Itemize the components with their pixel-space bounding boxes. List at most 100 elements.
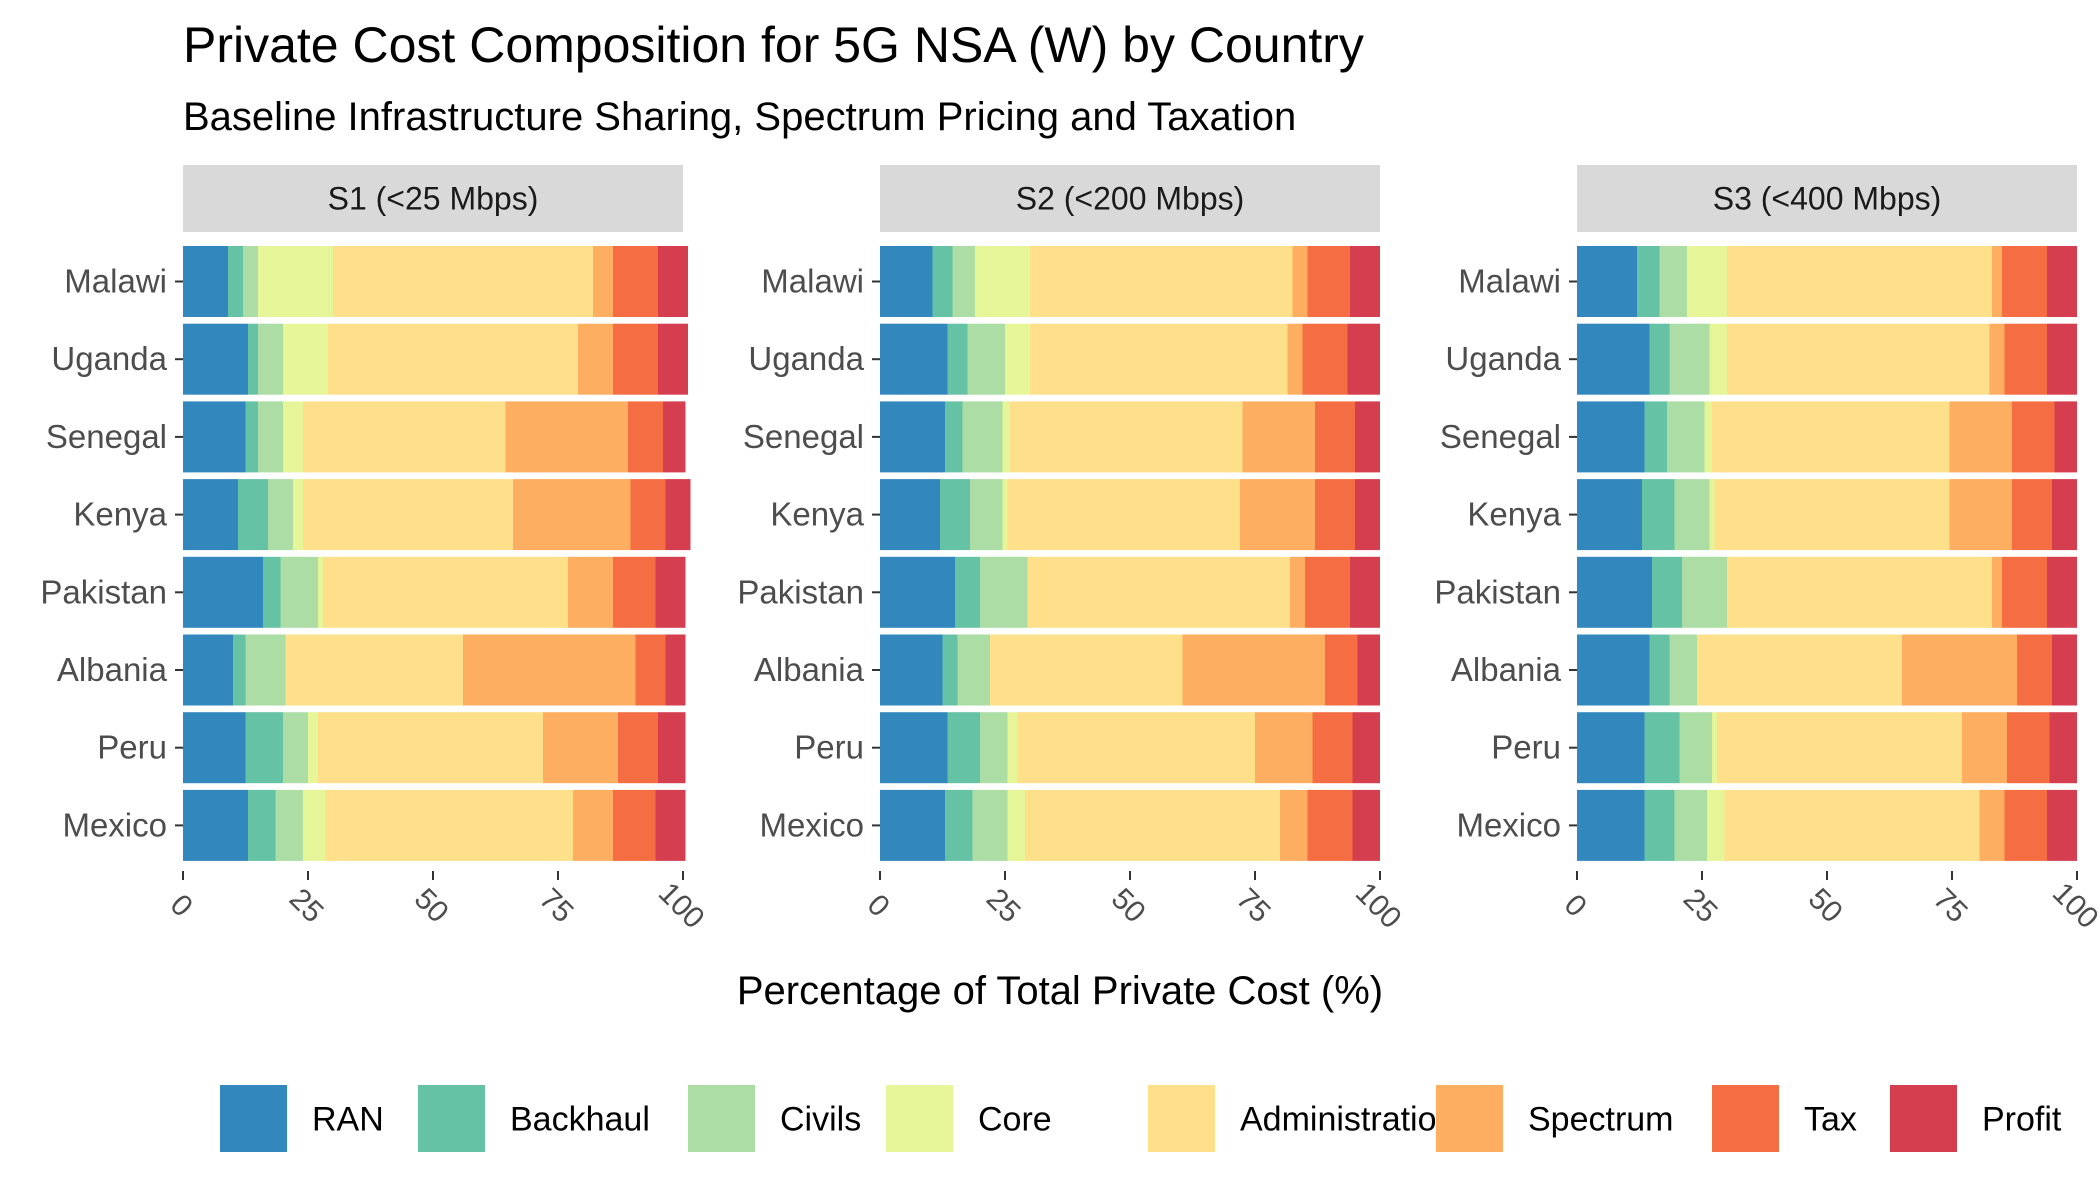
bar-segment-tax — [1305, 556, 1350, 628]
bar-segment-administration — [1714, 479, 1950, 551]
y-tick-label: Albania — [1451, 651, 1562, 688]
y-tick-label: Albania — [754, 651, 865, 688]
bar-segment-tax — [2002, 556, 2047, 628]
y-tick-label: Mexico — [759, 806, 864, 843]
legend-swatch — [418, 1085, 485, 1152]
bar-segment-core — [1704, 401, 1712, 473]
x-tick-label: 25 — [1677, 882, 1724, 929]
bar-segment-administration — [1712, 401, 1950, 473]
bar-segment-profit — [1357, 634, 1380, 706]
bar-segment-tax — [2007, 712, 2050, 784]
bar-segment-tax — [2012, 479, 2052, 551]
bar-segment-civils — [970, 479, 1003, 551]
legend-item-ran: RAN — [220, 1085, 384, 1152]
bar-segment-profit — [658, 246, 688, 317]
y-tick-label: Pakistan — [737, 573, 864, 610]
bar-segment-civils — [980, 712, 1008, 784]
facet-strip — [183, 165, 683, 232]
bar-segment-spectrum — [573, 789, 613, 861]
bar-segment-civils — [1669, 634, 1697, 706]
bar-segment-ran — [1577, 479, 1642, 551]
bar-segment-core — [293, 479, 303, 551]
y-tick-label: Albania — [57, 651, 168, 688]
bar-segment-backhaul — [1644, 401, 1667, 473]
bar-segment-profit — [1355, 401, 1380, 473]
facet-strip-label: S2 (<200 Mbps) — [1016, 181, 1245, 217]
legend-swatch — [886, 1085, 953, 1152]
bar-segment-profit — [658, 323, 688, 395]
bar-segment-backhaul — [1652, 556, 1682, 628]
bar-segment-backhaul — [263, 556, 281, 628]
bar-segment-civils — [1679, 712, 1712, 784]
bar-segment-backhaul — [1649, 634, 1670, 706]
y-tick-label: Uganda — [1445, 340, 1561, 377]
bar-segment-core — [1005, 323, 1030, 395]
bar-segment-tax — [613, 246, 658, 317]
bar-segment-profit — [2052, 634, 2077, 706]
bar-segment-profit — [2047, 246, 2077, 317]
legend-swatch — [1148, 1085, 1215, 1152]
legend-swatch — [1712, 1085, 1779, 1152]
bar-segment-ran — [183, 634, 233, 706]
bar-segment-spectrum — [1280, 789, 1308, 861]
panel-3: S3 (<400 Mbps) Malawi Uganda Senegal Kenya Pa… — [1434, 165, 2100, 935]
bar-segment-core — [1002, 479, 1008, 551]
x-tick-label: 100 — [1349, 876, 1408, 935]
y-tick-label: Uganda — [51, 340, 167, 377]
bar-segment-ran — [880, 556, 955, 628]
bar-segment-ran — [183, 246, 228, 317]
bar-segment-backhaul — [238, 479, 268, 551]
bar-segment-tax — [613, 789, 656, 861]
bar-segment-backhaul — [1637, 246, 1660, 317]
bar-segment-tax — [618, 712, 658, 784]
legend-label: Profit — [1982, 1101, 2062, 1139]
bar-segment-ran — [1577, 401, 1645, 473]
legend-label: Tax — [1804, 1101, 1857, 1139]
bar-segment-spectrum — [1902, 634, 2017, 706]
bar-segment-civils — [258, 401, 283, 473]
bar-segment-civils — [967, 323, 1005, 395]
bar-segment-core — [1687, 246, 1727, 317]
legend-label: RAN — [312, 1101, 384, 1139]
bar-segment-profit — [658, 712, 686, 784]
y-tick-label: Mexico — [62, 806, 167, 843]
bar-segment-spectrum — [1290, 556, 1305, 628]
bar-segment-profit — [2052, 479, 2077, 551]
bar-segment-ran — [1577, 556, 1652, 628]
bar-segment-spectrum — [1992, 246, 2002, 317]
bar-segment-ran — [183, 556, 263, 628]
bar-segment-tax — [2004, 789, 2047, 861]
facet-strip-label: S3 (<400 Mbps) — [1713, 181, 1942, 217]
y-tick-label: Malawi — [1458, 263, 1561, 300]
chart-title: Private Cost Composition for 5G NSA (W) … — [183, 17, 1364, 73]
bar-segment-backhaul — [947, 323, 968, 395]
bar-segment-backhaul — [1642, 479, 1675, 551]
bar-segment-spectrum — [1292, 246, 1308, 317]
bar-segment-ran — [183, 401, 246, 473]
bar-segment-administration — [325, 789, 573, 861]
legend-label: Spectrum — [1528, 1101, 1674, 1139]
bar-segment-civils — [957, 634, 990, 706]
bar-segment-profit — [2047, 323, 2077, 395]
bar-segment-backhaul — [1644, 789, 1675, 861]
bar-segment-backhaul — [245, 712, 283, 784]
legend-label: Civils — [780, 1101, 861, 1139]
x-tick-label: 100 — [2046, 876, 2100, 935]
y-tick-label: Kenya — [770, 496, 864, 533]
bar-segment-administration — [1697, 634, 1902, 706]
bar-segment-spectrum — [1962, 712, 2007, 784]
legend: RAN Backhaul Civils Core Administration Spect… — [220, 1085, 2062, 1152]
bar-segment-ran — [1577, 323, 1650, 395]
bar-segment-civils — [962, 401, 1003, 473]
bar-segment-spectrum — [593, 246, 613, 317]
bar-segment-civils — [280, 556, 318, 628]
y-tick-label: Kenya — [73, 496, 167, 533]
bar-segment-core — [1007, 712, 1018, 784]
x-tick-label: 0 — [861, 888, 896, 923]
legend-label: Administration — [1240, 1101, 1455, 1139]
bar-segment-civils — [1674, 479, 1710, 551]
y-tick-label: Malawi — [761, 263, 864, 300]
bar-segment-spectrum — [1287, 323, 1303, 395]
bar-segment-backhaul — [248, 323, 258, 395]
bar-segment-backhaul — [945, 789, 973, 861]
